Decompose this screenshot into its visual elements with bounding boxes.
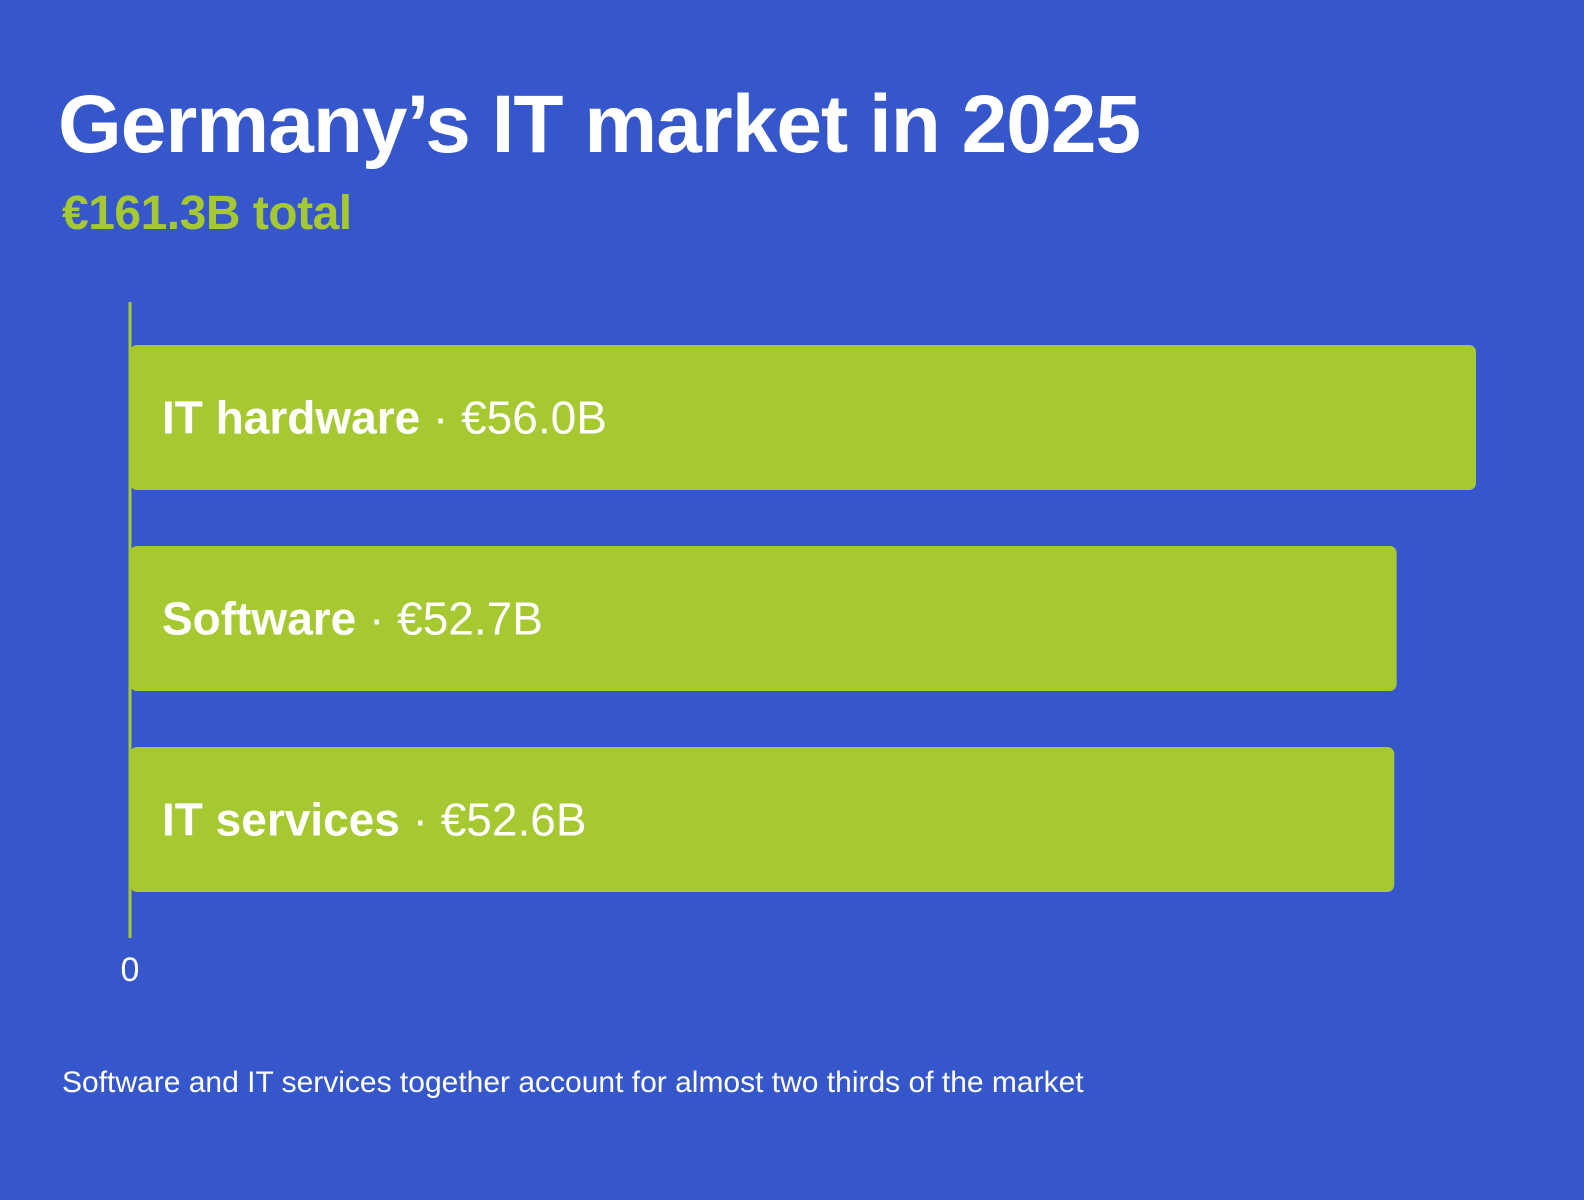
bar-value-label: · €52.6B	[400, 794, 587, 846]
bar-it-services	[130, 747, 1395, 892]
x-tick-label: 0	[121, 951, 140, 989]
bar-label: IT hardware · €56.0B	[162, 392, 607, 444]
bar-category-label: IT services	[162, 794, 400, 846]
bar-chart: IT hardware · €56.0B Software · €52.7B IT …	[121, 302, 1476, 989]
chart-footnote: Software and IT services together accoun…	[62, 1066, 1084, 1099]
chart-subtitle: €161.3B total	[62, 187, 352, 240]
bar-value-label: · €56.0B	[420, 392, 607, 444]
bar-value-label: · €52.7B	[356, 593, 543, 645]
bar-category-label: IT hardware	[162, 392, 420, 444]
bar-it-hardware	[130, 345, 1476, 490]
bar-category-label: Software	[162, 593, 356, 645]
bar-label: IT services · €52.6B	[162, 794, 587, 846]
bar-software	[130, 546, 1397, 691]
chart-title: Germany’s IT market in 2025	[58, 79, 1141, 170]
bar-label: Software · €52.7B	[162, 593, 543, 645]
